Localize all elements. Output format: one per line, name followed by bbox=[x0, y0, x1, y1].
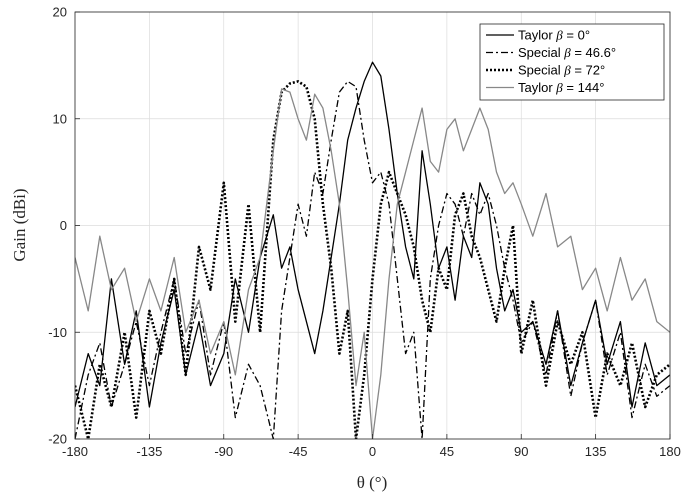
y-tick-label: 0 bbox=[60, 218, 67, 233]
y-ticks: -20 -10 0 10 20 bbox=[48, 5, 80, 447]
x-ticks: -180 -135 -90 -45 0 45 90 135 180 bbox=[62, 434, 681, 459]
x-axis-label: θ (°) bbox=[357, 473, 388, 492]
legend-entry: Special β = 46.6° bbox=[518, 45, 616, 60]
series-group bbox=[75, 61, 670, 439]
x-tick-label: 90 bbox=[514, 444, 528, 459]
series-line-4 bbox=[75, 88, 670, 439]
legend-entry: Special β = 72° bbox=[518, 63, 605, 78]
x-tick-label: -180 bbox=[62, 444, 88, 459]
x-tick-label: 180 bbox=[659, 444, 681, 459]
y-tick-label: -20 bbox=[48, 432, 67, 447]
x-tick-label: 135 bbox=[585, 444, 607, 459]
y-tick-label: 10 bbox=[53, 111, 67, 126]
x-tick-label: -135 bbox=[136, 444, 162, 459]
series-line-3 bbox=[75, 80, 670, 439]
x-tick-label: -90 bbox=[214, 444, 233, 459]
x-tick-label: -45 bbox=[289, 444, 308, 459]
legend-entry: Taylor β = 0° bbox=[518, 28, 590, 43]
x-tick-label: 45 bbox=[440, 444, 454, 459]
legend-entry: Taylor β = 144° bbox=[518, 80, 605, 95]
legend: Taylor β = 0° Special β = 46.6° Special β … bbox=[479, 23, 665, 101]
y-axis-label: Gain (dBi) bbox=[10, 188, 29, 261]
x-tick-label: 0 bbox=[369, 444, 376, 459]
y-tick-label: 20 bbox=[53, 5, 67, 20]
series-line-1 bbox=[75, 61, 670, 408]
series-line-2 bbox=[75, 80, 670, 439]
y-tick-label: -10 bbox=[48, 325, 67, 340]
